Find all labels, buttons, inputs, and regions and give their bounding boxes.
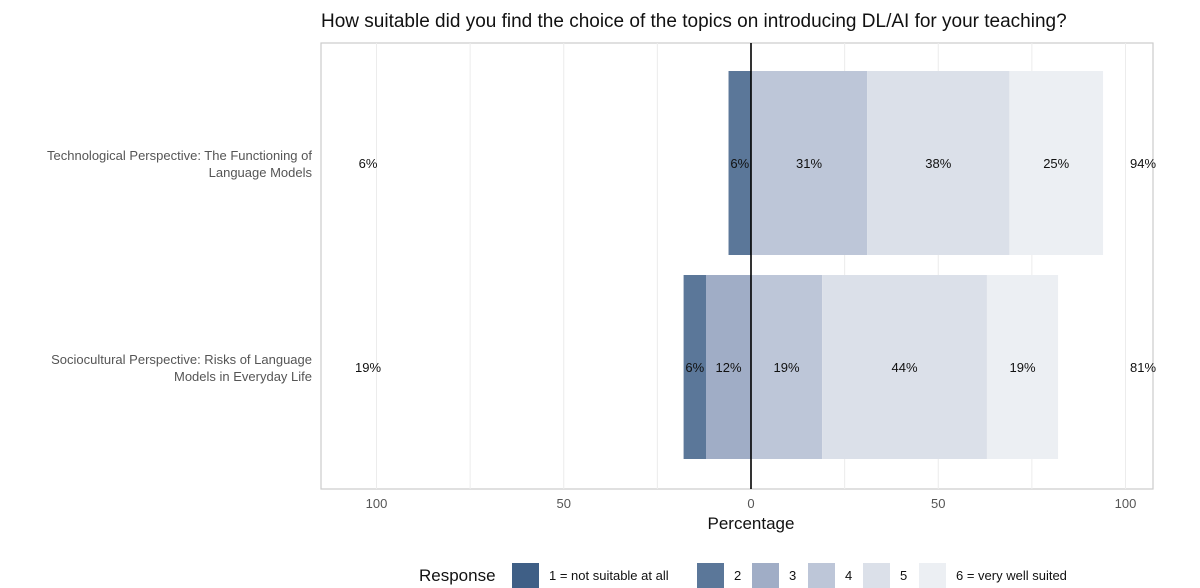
bar-value-label: 25%: [1043, 156, 1069, 171]
legend-swatch: [512, 563, 539, 588]
bar-segment: [986, 275, 1059, 459]
bar-segment: [683, 275, 707, 459]
bar-value-label: 44%: [892, 360, 918, 375]
negative-total-label: 19%: [355, 360, 381, 375]
legend-label: 1 = not suitable at all: [549, 568, 669, 583]
x-tick-label: 50: [557, 496, 571, 511]
category-labels: Technological Perspective: The Functioni…: [47, 148, 312, 384]
chart-title: How suitable did you find the choice of …: [321, 11, 1067, 32]
bars: [683, 71, 1104, 459]
bar-segment: [867, 71, 1010, 255]
legend-label: 6 = very well suited: [956, 568, 1067, 583]
bar-segment: [728, 71, 751, 255]
negative-total-label: 6%: [359, 156, 378, 171]
x-tick-label: 100: [366, 496, 388, 511]
legend-label: 4: [845, 568, 852, 583]
bar-segment: [822, 275, 987, 459]
legend-swatch: [919, 563, 946, 588]
x-axis-title: Percentage: [708, 514, 795, 533]
legend-swatch: [752, 563, 779, 588]
legend: Response 1 = not suitable at all 2 3 4 5 6 = …: [419, 563, 1067, 588]
bar-value-label: 19%: [1009, 360, 1035, 375]
bar-value-label: 6%: [730, 156, 749, 171]
bar-segment: [751, 275, 823, 459]
bar-labels: 6% 31% 38% 25% 6% 94% 12% 6% 19% 44% 19% 19% 81%: [355, 156, 1156, 375]
legend-label: 5: [900, 568, 907, 583]
positive-total-label: 94%: [1130, 156, 1156, 171]
x-tick-label: 0: [747, 496, 754, 511]
bar-value-label: 19%: [774, 360, 800, 375]
x-axis-ticks: 100 50 0 50 100: [366, 496, 1137, 511]
bar-value-label: 12%: [716, 360, 742, 375]
legend-swatch: [863, 563, 890, 588]
positive-total-label: 81%: [1130, 360, 1156, 375]
category-label: Sociocultural Perspective: Risks of Lang…: [51, 352, 312, 384]
legend-swatch: [697, 563, 724, 588]
bar-value-label: 38%: [925, 156, 951, 171]
bar-value-label: 31%: [796, 156, 822, 171]
bar-segment: [1009, 71, 1104, 255]
legend-label: 2: [734, 568, 741, 583]
legend-label: 3: [789, 568, 796, 583]
x-tick-label: 100: [1115, 496, 1137, 511]
bar-value-label: 6%: [685, 360, 704, 375]
bar-segment: [751, 71, 868, 255]
legend-title: Response: [419, 566, 496, 585]
legend-swatch: [808, 563, 835, 588]
bar-segment: [706, 275, 751, 459]
x-tick-label: 50: [931, 496, 945, 511]
category-label: Technological Perspective: The Functioni…: [47, 148, 312, 180]
